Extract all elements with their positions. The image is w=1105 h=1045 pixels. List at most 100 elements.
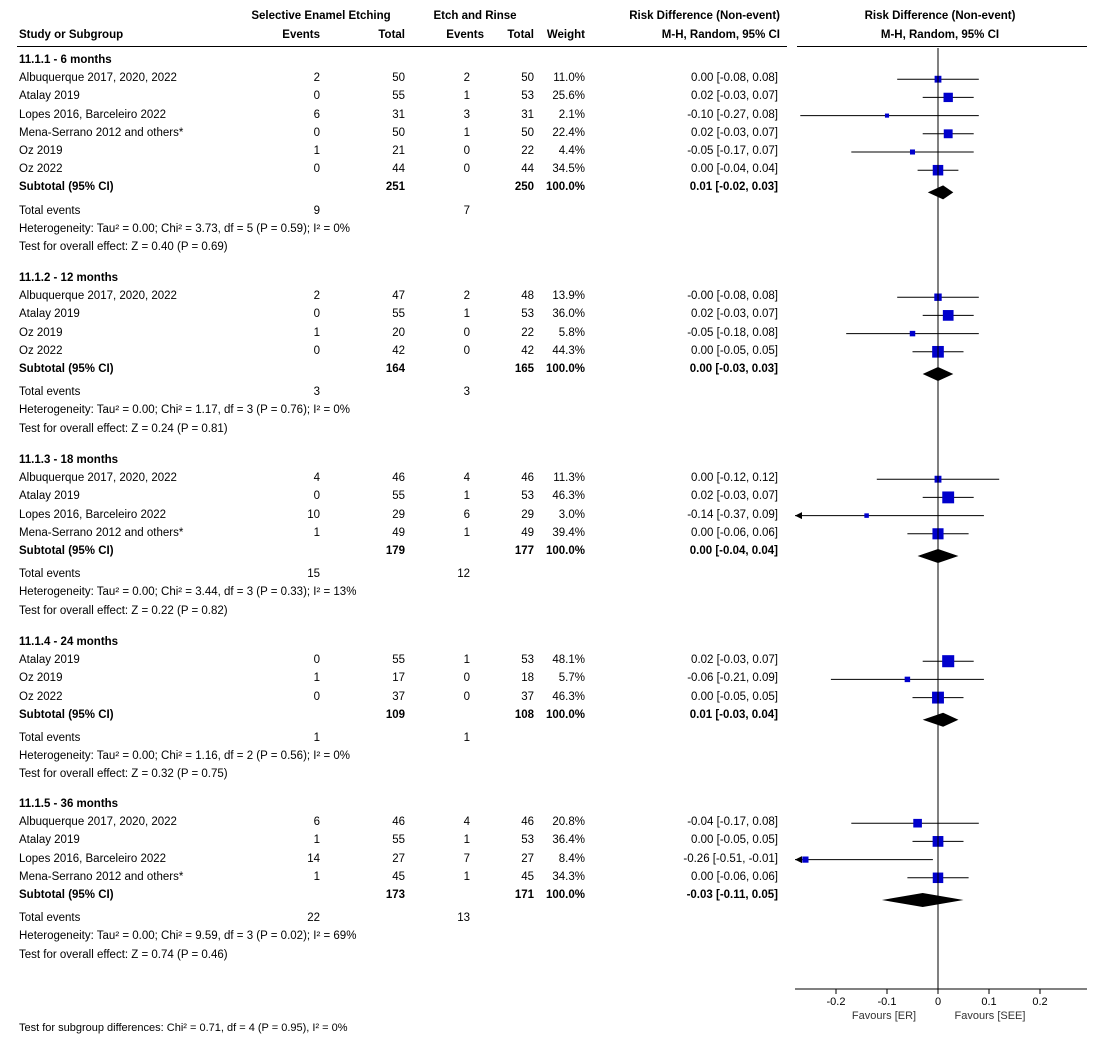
study-name: Atalay 2019: [19, 490, 80, 503]
subtotal-total-see: 173: [385, 889, 405, 901]
study-total-see: 55: [392, 90, 405, 103]
study-total-er: 31: [521, 108, 534, 121]
study-weight: 34.3%: [552, 870, 585, 883]
study-effect-marker: [864, 513, 869, 518]
subtotal-total-er: 108: [514, 708, 534, 721]
heterogeneity-text: Heterogeneity: Tau² = 0.00; Chi² = 1.16,…: [19, 750, 351, 763]
study-weight: 25.6%: [552, 90, 585, 103]
study-total-see: 46: [392, 816, 405, 829]
study-ci-text: -0.10 [-0.27, 0.08]: [687, 108, 778, 121]
subtotal-diamond: [917, 549, 959, 563]
heterogeneity-text: Heterogeneity: Tau² = 0.00; Chi² = 3.73,…: [19, 222, 351, 235]
x-axis-tick-label: 0: [935, 996, 941, 1008]
study-ci-text: 0.00 [-0.12, 0.12]: [691, 472, 778, 485]
subtotal-weight: 100.0%: [545, 181, 585, 194]
study-events-see: 0: [313, 690, 320, 703]
subtotal-total-see: 109: [385, 708, 405, 721]
study-total-see: 20: [392, 326, 405, 339]
study-effect-marker: [934, 475, 942, 483]
study-name: Mena-Serrano 2012 and others*: [19, 126, 184, 139]
events2-header: Events: [446, 29, 484, 41]
study-weight: 39.4%: [552, 526, 585, 539]
study-weight: 36.4%: [552, 834, 585, 847]
study-total-see: 29: [392, 508, 405, 521]
subgroup-title: 11.1.4 - 24 months: [19, 636, 119, 648]
study-name: Lopes 2016, Barceleiro 2022: [19, 508, 167, 521]
plot-header-title: Risk Difference (Non-event): [864, 10, 1016, 22]
study-total-er: 53: [521, 90, 534, 103]
study-weight: 3.0%: [558, 508, 585, 521]
subtotal-total-er: 177: [514, 545, 534, 557]
subtotal-total-see: 179: [385, 545, 405, 557]
study-events-see: 0: [313, 163, 320, 176]
overall-effect-text: Test for overall effect: Z = 0.24 (P = 0…: [19, 422, 228, 435]
study-events-er: 1: [463, 526, 470, 539]
study-ci-text: -0.05 [-0.18, 0.08]: [687, 326, 778, 339]
study-weight: 5.7%: [558, 672, 585, 685]
study-weight: 36.0%: [552, 308, 585, 321]
study-weight: 8.4%: [558, 852, 585, 865]
study-ci-text: 0.02 [-0.03, 0.07]: [691, 490, 778, 503]
study-total-er: 46: [521, 816, 534, 829]
subgroup-title: 11.1.3 - 18 months: [19, 454, 119, 466]
subtotal-ci-text: 0.01 [-0.02, 0.03]: [689, 181, 778, 194]
subtotal-label: Subtotal (95% CI): [19, 363, 114, 375]
study-events-er: 1: [463, 870, 470, 883]
study-name: Lopes 2016, Barceleiro 2022: [19, 108, 167, 121]
study-total-see: 27: [392, 852, 405, 865]
header-rule-table: [17, 46, 787, 47]
study-name: Albuquerque 2017, 2020, 2022: [19, 472, 177, 485]
study-events-see: 2: [313, 290, 320, 303]
study-effect-marker: [942, 655, 955, 668]
ci-arrow-left: [795, 856, 802, 864]
study-total-see: 50: [392, 72, 405, 85]
subgroup-title: 11.1.5 - 36 months: [19, 798, 119, 810]
study-events-er: 0: [463, 163, 470, 176]
group1-header: Selective Enamel Etching: [251, 10, 391, 22]
total-events-er: 12: [457, 568, 470, 581]
study-events-see: 1: [313, 145, 320, 157]
study-ci-text: 0.00 [-0.06, 0.06]: [691, 526, 778, 539]
subgroup-title: 11.1.2 - 12 months: [19, 272, 119, 284]
x-axis-tick-label: 0.1: [981, 996, 996, 1008]
study-events-see: 6: [313, 816, 320, 829]
subtotal-total-er: 171: [514, 889, 534, 901]
study-name: Oz 2019: [19, 326, 63, 339]
study-effect-marker: [942, 491, 955, 504]
study-name: Oz 2022: [19, 163, 63, 176]
study-total-see: 42: [392, 344, 405, 357]
study-total-see: 44: [392, 163, 405, 176]
total1-header: Total: [378, 29, 405, 41]
study-name: Oz 2019: [19, 672, 63, 685]
study-effect-marker: [932, 872, 944, 884]
subtotal-label: Subtotal (95% CI): [19, 181, 114, 194]
total-events-label: Total events: [19, 568, 81, 581]
study-name: Albuquerque 2017, 2020, 2022: [19, 816, 177, 829]
subtotal-ci-text: 0.00 [-0.04, 0.04]: [689, 545, 778, 557]
study-name: Atalay 2019: [19, 834, 80, 847]
study-events-er: 1: [463, 490, 470, 503]
study-total-see: 46: [392, 472, 405, 485]
study-ci-text: -0.14 [-0.37, 0.09]: [687, 508, 778, 521]
study-weight: 13.9%: [552, 290, 585, 303]
study-events-er: 1: [463, 126, 470, 139]
subtotal-diamond: [927, 185, 954, 200]
subtotal-ci-text: 0.01 [-0.03, 0.04]: [689, 708, 778, 721]
subtotal-weight: 100.0%: [545, 545, 585, 557]
study-effect-marker: [909, 149, 916, 155]
study-events-see: 6: [313, 108, 320, 121]
subtotal-total-see: 251: [385, 181, 405, 194]
study-total-see: 17: [392, 672, 405, 685]
total-events-label: Total events: [19, 732, 81, 744]
subgroup-title: 11.1.1 - 6 months: [19, 54, 112, 66]
study-events-er: 2: [463, 72, 470, 85]
study-events-er: 6: [463, 508, 470, 521]
study-events-see: 0: [313, 90, 320, 103]
study-total-er: 49: [521, 526, 534, 539]
study-events-er: 2: [463, 290, 470, 303]
study-total-er: 46: [521, 472, 534, 485]
plot-header-method: M-H, Random, 95% CI: [880, 29, 1000, 41]
study-ci-text: 0.00 [-0.05, 0.05]: [691, 344, 778, 357]
overall-effect-text: Test for overall effect: Z = 0.32 (P = 0…: [19, 768, 228, 781]
